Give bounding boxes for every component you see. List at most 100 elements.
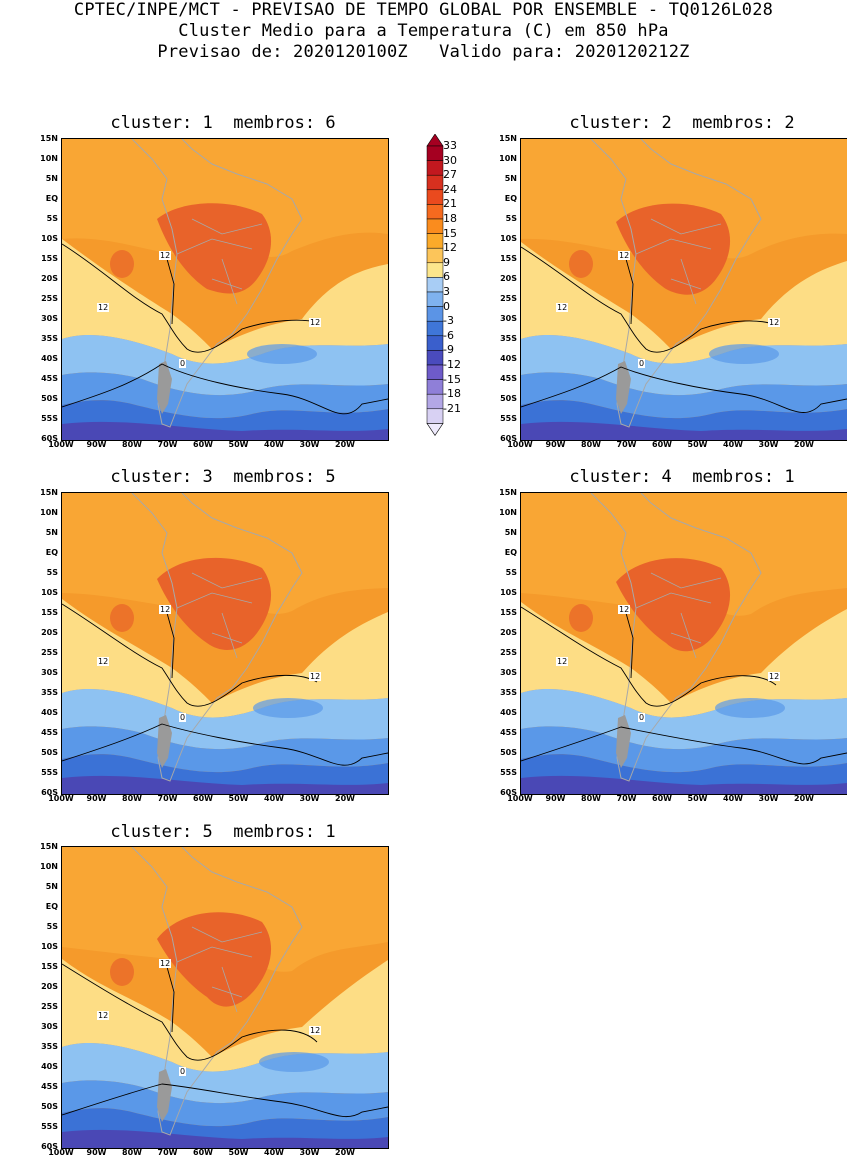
country-borders [176,926,263,1013]
band-cool-2 [521,726,847,773]
map-panel-3 [61,492,389,795]
latitude-tick-label: EQ [45,194,58,203]
contour-12 [521,606,777,707]
longitude-tick-label: 70W [157,794,178,803]
latitude-tick-label: 60S [41,788,58,797]
latitude-tick-label: EQ [45,902,58,911]
band-hot [616,203,731,295]
longitude-tick-label: 80W [122,794,142,803]
latitude-tick-label: 55S [41,1122,58,1131]
longitude-tick-label: 100W [48,794,74,803]
header-title-line2: Cluster Medio para a Temperatura (C) em … [178,21,669,41]
latitude-tick-label: 35S [41,688,58,697]
band-hot [157,912,272,1007]
band-cold [521,421,847,440]
latitude-tick-label: 15S [500,254,517,263]
latitude-tick-label: 10N [40,154,58,163]
contour-label-12: 12 [618,605,631,614]
panel-4-title: cluster: 4 membros: 1 [569,467,795,487]
latitude-tick-label: 25S [41,294,58,303]
legend-swatch [426,160,444,176]
panel-5-title: cluster: 5 membros: 1 [110,822,336,842]
contour-label-0: 0 [638,359,646,368]
header-title-line1: CPTEC/INPE/MCT - PREVISAO DE TEMPO GLOBA… [73,0,774,20]
longitude-tick-label: 40W [264,1148,284,1157]
latitude-tick-label: 5N [45,528,58,537]
longitude-tick-label: 80W [581,794,601,803]
contour-12-inner [166,258,175,325]
country-borders [635,218,722,305]
contour-label-0: 0 [179,359,187,368]
contour-label-12: 12 [97,657,110,666]
contour-0 [62,363,388,415]
latitude-tick-label: 15N [499,134,517,143]
legend-swatch [426,320,444,337]
legend-swatch [426,408,444,424]
contour-label-0: 0 [179,713,187,722]
contour-label-0: 0 [638,713,646,722]
latitude-tick-label: EQ [504,548,517,557]
latitude-tick-label: 10N [40,862,58,871]
latitude-tick-label: 45S [41,374,58,383]
legend-swatch [426,145,444,161]
latitude-tick-label: 10S [41,234,58,243]
longitude-tick-label: 50W [228,794,249,803]
latitude-tick-label: 40S [500,708,517,717]
latitude-tick-label: 15N [40,134,58,143]
legend-level-label: -21 [443,401,461,415]
legend-swatch [426,247,444,264]
longitude-tick-label: 70W [616,794,637,803]
latitude-tick-label: 30S [500,668,517,677]
latitude-tick-label: 5S [46,214,58,223]
latitude-tick-label: 60S [500,434,517,443]
country-borders [176,218,263,305]
longitude-tick-label: 20W [794,794,814,803]
panel-1-title: cluster: 1 membros: 6 [110,113,336,133]
latitude-tick-label: 45S [41,1082,58,1091]
legend-swatch [426,306,444,322]
latitude-tick-label: 5N [504,528,517,537]
latitude-tick-label: 50S [41,394,58,403]
latitude-tick-label: 15S [41,254,58,263]
legend-triangle-bottom [426,423,444,436]
contour-label-12: 12 [309,318,322,327]
latitude-tick-label: 20S [500,274,517,283]
latitude-tick-label: 45S [500,728,517,737]
band-mid [62,847,388,972]
longitude-tick-label: 30W [299,1148,320,1157]
color-legend: 33 30 27 24 21 18 15 12 9 6 3 0 -3 -6 -9 -12 -15 -18 -21 [425,133,485,444]
latitude-tick-label: 40S [41,354,58,363]
legend-level-label: 15 [443,226,457,240]
latitude-tick-label: 15S [500,608,517,617]
contour-0 [521,366,847,413]
cool-blob [247,344,317,364]
latitude-tick-label: 45S [41,728,58,737]
latitude-tick-label: 35S [500,688,517,697]
latitude-tick-label: 5S [505,568,517,577]
temperature-map-2 [521,139,847,440]
band-hot [157,203,272,294]
longitude-tick-label: 60W [652,440,672,449]
cool-blob [715,698,785,718]
continent-outline [131,847,303,1136]
map-panel-1 [61,138,389,441]
latitude-tick-label: 35S [500,334,517,343]
patagonia-land [616,361,631,414]
contour-label-12: 12 [309,672,322,681]
panel-2-title: cluster: 2 membros: 2 [569,113,795,133]
latitude-tick-label: 15S [41,608,58,617]
longitude-tick-label: 100W [507,440,533,449]
patagonia-land [157,1069,172,1122]
patagonia-land [157,361,172,414]
longitude-tick-label: 70W [616,440,637,449]
latitude-tick-label: 20S [41,628,58,637]
longitude-tick-label: 80W [122,440,142,449]
temperature-map-1 [62,139,388,440]
legend-level-label: -3 [443,314,454,328]
longitude-tick-label: 50W [687,440,708,449]
latitude-tick-label: 10N [40,508,58,517]
hot-spot [110,604,134,632]
hot-spot [110,958,134,986]
latitude-tick-label: 20S [41,982,58,991]
longitude-tick-label: 50W [228,1148,249,1157]
